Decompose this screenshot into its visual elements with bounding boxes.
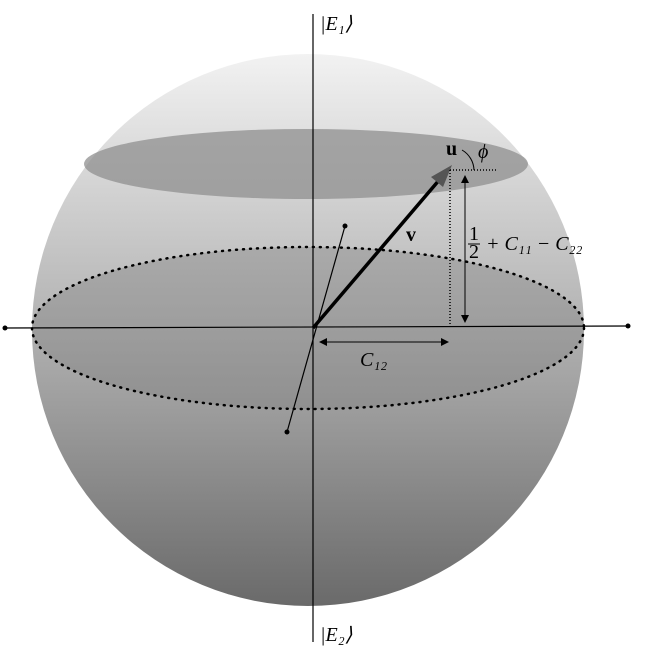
fraction-numerator: 1 [469, 223, 479, 245]
axis-end [625, 323, 631, 329]
phi-arc [461, 149, 475, 171]
fraction-denominator: 2 [469, 241, 479, 263]
v-label: v [406, 224, 416, 246]
vector-arrowhead [431, 165, 452, 187]
height-label: + C₁₁ − C₂₂ [486, 233, 583, 255]
axis-end [284, 429, 290, 435]
phi-label: ϕ [478, 141, 488, 163]
slanted-axis [286, 225, 346, 433]
u-label: u [446, 138, 457, 160]
top-state-label: |E₁⟩ [320, 13, 353, 35]
axis-end [342, 223, 348, 229]
bottom-state-label: |E₂⟩ [320, 624, 353, 646]
axis-end [2, 325, 8, 331]
c12-label: C₁₂ [360, 349, 387, 371]
sphere [32, 54, 584, 606]
latitude-cap [84, 129, 528, 199]
vector-v [311, 170, 448, 330]
